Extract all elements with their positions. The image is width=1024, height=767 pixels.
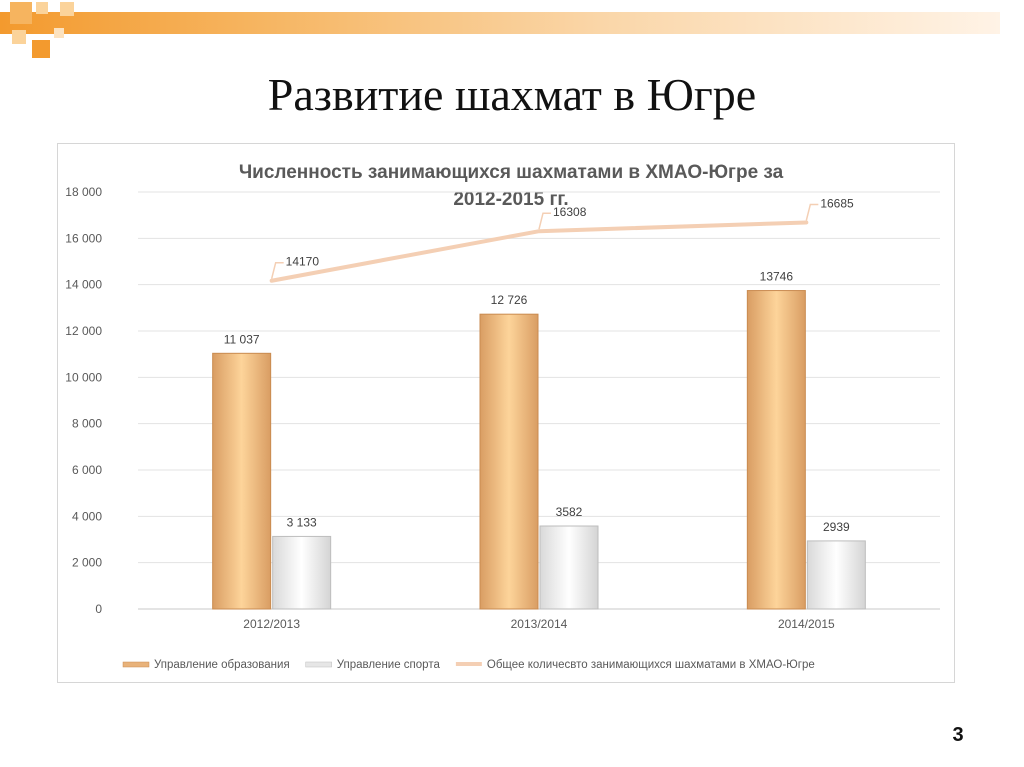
legend-swatch <box>305 661 332 668</box>
data-label: 11 037 <box>224 332 260 346</box>
data-label: 13746 <box>760 270 794 284</box>
y-tick-label: 16 000 <box>65 231 102 245</box>
deco-square <box>12 30 26 44</box>
data-label: 2939 <box>823 520 850 534</box>
chart-title-line-2: 2012-2015 гг. <box>453 189 568 210</box>
x-tick-label: 2013/2014 <box>511 617 568 631</box>
y-tick-label: 6 000 <box>72 463 102 477</box>
y-tick-label: 8 000 <box>72 417 102 431</box>
deco-square <box>36 2 48 14</box>
bar-sport <box>272 535 332 610</box>
y-tick-label: 12 000 <box>65 324 102 338</box>
bar-sport <box>539 525 599 610</box>
legend-entry: Управление образования <box>154 659 290 671</box>
slide-number: 3 <box>952 724 964 746</box>
y-tick-label: 2 000 <box>72 556 102 570</box>
data-label: 3 133 <box>287 515 317 529</box>
header-decoration-bar <box>0 12 1000 34</box>
chart: Численность занимающихся шахматами в ХМА… <box>65 162 940 671</box>
bar-education <box>212 352 272 610</box>
y-tick-label: 0 <box>95 602 102 616</box>
data-label-leader <box>805 203 819 221</box>
data-label-leader <box>270 261 284 279</box>
data-label: 16308 <box>553 205 587 219</box>
chart-title-line-1: Численность занимающихся шахматами в ХМА… <box>239 162 784 183</box>
y-tick-label: 10 000 <box>65 370 102 384</box>
y-tick-label: 14 000 <box>65 278 102 292</box>
bar-education <box>746 290 806 610</box>
line-series-total <box>269 220 809 283</box>
bar-education <box>479 313 539 610</box>
bar-sport <box>806 540 866 610</box>
slide-title: Развитие шахмат в Югре <box>267 69 757 120</box>
data-label: 14170 <box>286 255 320 269</box>
deco-square <box>60 2 74 16</box>
deco-square <box>10 2 32 24</box>
chart-container: Численность занимающихся шахматами в ХМА… <box>57 143 955 683</box>
y-tick-label: 18 000 <box>65 185 102 199</box>
legend-entry: Управление спорта <box>337 659 441 671</box>
data-label-leader <box>538 212 551 230</box>
data-label: 16685 <box>820 196 854 210</box>
data-label: 3582 <box>556 505 583 519</box>
data-label: 12 726 <box>491 293 528 307</box>
legend-entry: Общее количесвто занимающихся шахматами … <box>487 659 815 671</box>
legend-swatch <box>122 661 150 668</box>
x-tick-label: 2014/2015 <box>778 617 835 631</box>
y-tick-label: 4 000 <box>72 509 102 523</box>
deco-square <box>32 40 50 58</box>
deco-square <box>54 28 64 38</box>
x-tick-label: 2012/2013 <box>243 617 300 631</box>
